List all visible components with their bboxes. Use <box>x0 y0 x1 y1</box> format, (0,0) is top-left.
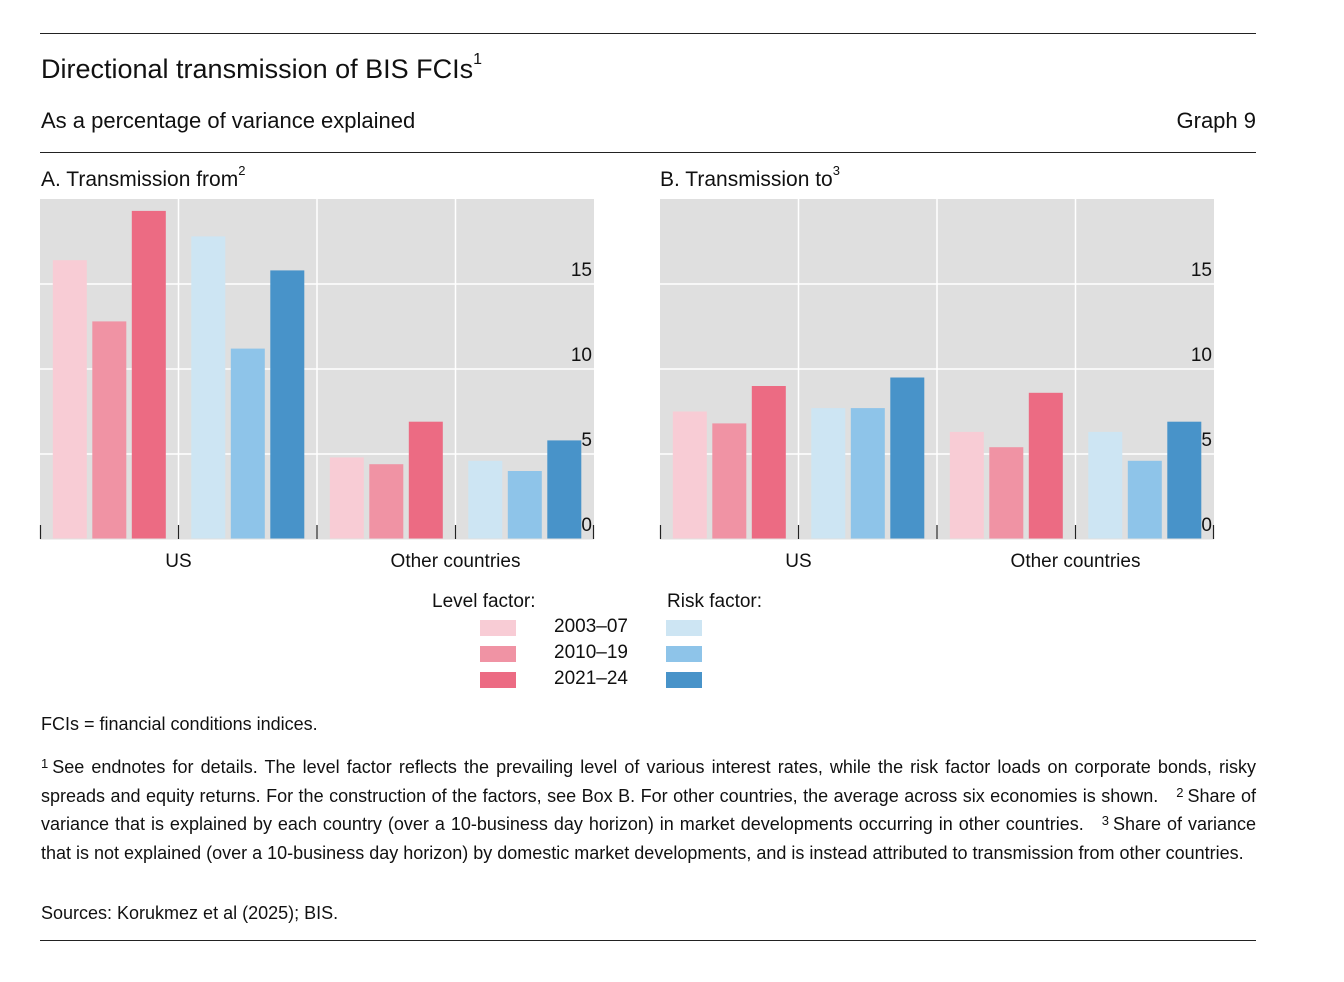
category-label-a-other-countries: Other countries <box>391 551 521 572</box>
footnote-mark-3: 3 <box>1101 813 1109 828</box>
footnote-mark-1: 1 <box>41 756 49 771</box>
bar-a-other-countries-risk-2003-07 <box>468 460 503 539</box>
y-tick-label-b-5: 5 <box>1201 430 1212 451</box>
legend-label-2003-07: 2003–07 <box>554 616 628 637</box>
legend-swatch-risk-2021-24 <box>666 672 702 688</box>
panel-a-title-text: A. Transmission from <box>41 168 239 191</box>
bar-a-us-risk-2010-19 <box>230 348 265 539</box>
bar-a-other-countries-level-2003-07 <box>329 457 364 539</box>
header-rule <box>40 152 1256 153</box>
bar-b-other-countries-risk-2010-19 <box>1127 460 1162 539</box>
category-label-a-us: US <box>165 551 191 572</box>
y-tick-label-a-5: 5 <box>581 430 592 451</box>
bar-a-us-risk-2021-24 <box>270 270 305 539</box>
bar-b-us-level-2003-07 <box>672 411 707 539</box>
bar-b-us-level-2021-24 <box>751 386 786 539</box>
bar-b-other-countries-level-2021-24 <box>1028 392 1063 539</box>
y-tick-label-a-0: 0 <box>581 515 592 536</box>
bar-a-other-countries-risk-2021-24 <box>547 440 582 539</box>
legend-risk-title: Risk factor: <box>667 591 763 612</box>
panel-b-title: B. Transmission to3 <box>660 163 840 192</box>
category-label-b-other-countries: Other countries <box>1011 551 1141 572</box>
legend-level-title: Level factor: <box>432 591 536 612</box>
bar-b-other-countries-risk-2003-07 <box>1088 431 1123 539</box>
panel-b-title-text: B. Transmission to <box>660 168 833 191</box>
bar-a-other-countries-level-2010-19 <box>369 464 404 539</box>
bar-a-us-level-2010-19 <box>92 321 127 539</box>
footer-sources: Sources: Korukmez et al (2025); BIS. <box>41 903 339 923</box>
legend-swatch-level-2021-24 <box>480 672 516 688</box>
panel-a-chart: US Other countries 0 5 10 15 <box>39 199 595 572</box>
legend-label-2021-24: 2021–24 <box>554 668 628 689</box>
graph-title-text: Directional transmission of BIS FCIs <box>41 54 474 84</box>
graph-title-footnote-mark: 1 <box>473 51 483 68</box>
bar-b-other-countries-level-2010-19 <box>989 447 1024 539</box>
panel-b-chart: US Other countries 0 5 10 15 <box>659 199 1215 572</box>
bar-a-other-countries-level-2021-24 <box>408 421 443 539</box>
bottom-rule <box>40 940 1256 941</box>
bar-a-us-level-2003-07 <box>52 260 87 539</box>
legend-swatch-risk-2010-19 <box>666 646 702 662</box>
footer-notes: 1 See endnotes for details. The level fac… <box>41 754 1256 866</box>
y-tick-label-b-0: 0 <box>1201 515 1212 536</box>
bar-a-us-risk-2003-07 <box>191 236 226 539</box>
graph-subtitle: As a percentage of variance explained <box>41 108 416 133</box>
y-tick-label-a-15: 15 <box>571 260 592 281</box>
top-rule <box>40 33 1256 34</box>
y-tick-label-b-15: 15 <box>1191 260 1212 281</box>
bar-a-us-level-2021-24 <box>131 210 166 539</box>
graph-title: Directional transmission of BIS FCIs1 <box>41 51 483 85</box>
category-label-b-us: US <box>785 551 811 572</box>
footnote-2: Share of variance that is explained by e… <box>41 785 1256 835</box>
footnote-1: See endnotes for details. The level fact… <box>41 757 1256 806</box>
bar-b-us-risk-2003-07 <box>811 408 846 539</box>
bar-b-us-risk-2021-24 <box>890 377 925 539</box>
footnote-mark-2: 2 <box>1176 784 1184 800</box>
panel-a-title-footnote-mark: 2 <box>238 163 246 178</box>
footnote-3: Share of variance that is not explained … <box>41 814 1256 863</box>
panel-a-title: A. Transmission from2 <box>41 163 246 192</box>
bar-a-other-countries-risk-2010-19 <box>507 471 542 539</box>
bar-b-us-level-2010-19 <box>712 423 747 539</box>
bar-b-other-countries-risk-2021-24 <box>1167 421 1202 539</box>
legend-swatch-level-2003-07 <box>480 620 516 636</box>
legend-swatch-level-2010-19 <box>480 646 516 662</box>
bar-b-other-countries-level-2003-07 <box>949 431 984 539</box>
y-tick-label-b-10: 10 <box>1191 345 1212 366</box>
graph-number: Graph 9 <box>1176 108 1257 133</box>
y-tick-label-a-10: 10 <box>571 345 592 366</box>
bar-b-us-risk-2010-19 <box>850 408 885 539</box>
legend-swatch-risk-2003-07 <box>666 620 702 636</box>
footer-abbreviations: FCIs = financial conditions indices. <box>41 714 318 734</box>
legend-label-2010-19: 2010–19 <box>554 642 628 663</box>
panel-b-title-footnote-mark: 3 <box>832 163 840 178</box>
